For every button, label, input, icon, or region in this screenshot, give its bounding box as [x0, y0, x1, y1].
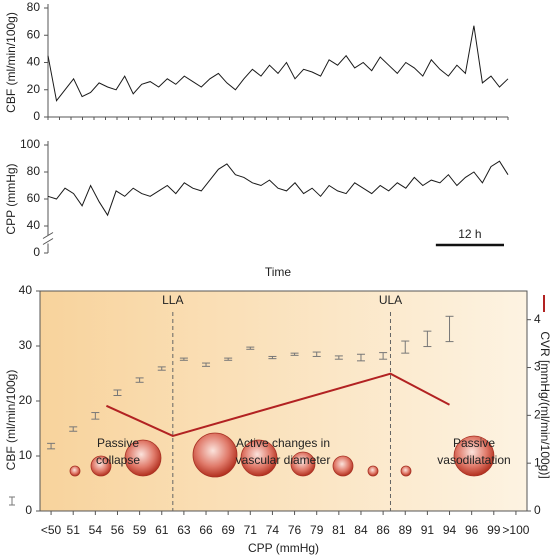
y-tick-label: 40	[19, 283, 33, 297]
y-tick-label: 20	[27, 82, 41, 96]
x-tick-label: 79	[310, 523, 324, 537]
y2-tick-label: 4	[534, 312, 541, 326]
region-label: collapse	[96, 453, 140, 467]
x-tick-label: 94	[443, 523, 457, 537]
axis-break	[42, 238, 54, 245]
x-tick-label: 71	[244, 523, 258, 537]
reference-label: LLA	[162, 293, 183, 307]
x-tick-label: 81	[332, 523, 346, 537]
x-tick-label: >100	[502, 523, 529, 537]
y-tick-label: 20	[19, 393, 33, 407]
x-tick-label: <50	[41, 523, 62, 537]
y-tick-label: 80	[27, 0, 41, 14]
x-tick-label: 51	[67, 523, 81, 537]
region-label: Passive	[453, 436, 495, 450]
y-tick-label: 10	[19, 448, 33, 462]
y-axis-label: CPP (mmHg)	[4, 163, 18, 234]
x-tick-label: 61	[155, 523, 169, 537]
y2-tick-label: 1	[534, 455, 541, 469]
y-tick-label: 100	[20, 137, 40, 151]
vessels	[69, 432, 495, 478]
y2-tick-label: 0	[534, 503, 541, 517]
cvr-line	[105, 372, 450, 437]
y-tick-label: 40	[27, 218, 41, 232]
y2-tick-label: 2	[534, 408, 541, 422]
x-tick-label: 76	[288, 523, 302, 537]
x-tick-label: 84	[354, 523, 368, 537]
x-axis-label: CPP (mmHg)	[248, 541, 319, 555]
x-tick-label: 89	[399, 523, 413, 537]
scale-bar-label: 12 h	[458, 227, 481, 241]
reference-label: ULA	[379, 293, 402, 307]
x-tick-label: 69	[221, 523, 235, 537]
y-tick-label: 60	[27, 27, 41, 41]
trace	[47, 25, 509, 102]
y-tick-label: 80	[27, 164, 41, 178]
legend-label: CVR [mmHg/(ml/min/100g)]	[538, 331, 550, 478]
y-tick-label: 40	[27, 55, 41, 69]
x-tick-label: 74	[266, 523, 280, 537]
y-tick-label: 0	[33, 109, 40, 123]
region-label: Active changes in	[236, 436, 330, 450]
plot-background	[40, 291, 527, 511]
axis-break	[42, 232, 54, 239]
x-tick-label: 59	[133, 523, 147, 537]
y-tick-label: 0	[33, 245, 40, 259]
x-tick-label: 91	[421, 523, 435, 537]
x-tick-label: 66	[199, 523, 213, 537]
y-tick-label: 0	[25, 503, 32, 517]
region-label: vasodilatation	[437, 453, 510, 467]
x-tick-label: 56	[111, 523, 125, 537]
x-tick-label: 54	[89, 523, 103, 537]
x-tick-label: 99	[487, 523, 501, 537]
y2-tick-label: 3	[534, 360, 541, 374]
y-axis-label: CBF (ml/min/100g)	[4, 12, 18, 113]
x-tick-label: 96	[465, 523, 479, 537]
region-label: vascular diameter	[236, 453, 331, 467]
region-label: Passive	[97, 436, 139, 450]
legend-label: CBF (ml/min/100g)	[4, 370, 18, 471]
x-tick-label: 63	[177, 523, 191, 537]
y-tick-label: 60	[27, 191, 41, 205]
y-tick-label: 30	[19, 338, 33, 352]
trace	[47, 160, 509, 217]
x-tick-label: 86	[376, 523, 390, 537]
x-axis-label: Time	[265, 265, 292, 279]
